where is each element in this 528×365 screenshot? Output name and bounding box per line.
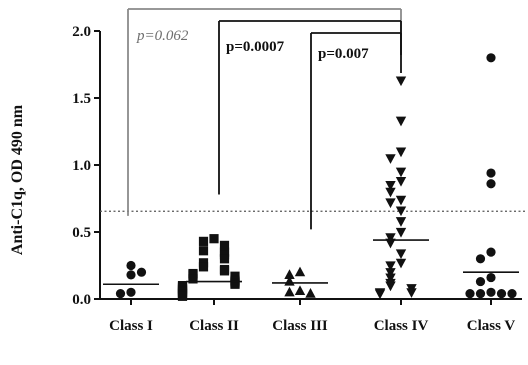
data-point bbox=[385, 238, 396, 249]
data-point bbox=[395, 206, 407, 217]
data-point bbox=[475, 254, 486, 264]
series-class-v bbox=[465, 53, 517, 299]
comparison-bracket: p=0.0007 bbox=[218, 20, 402, 195]
data-point bbox=[284, 269, 295, 279]
data-point bbox=[284, 286, 295, 297]
data-point bbox=[395, 147, 407, 158]
comparison-brackets: p=0.062 p=0.0007 p=0.007 bbox=[127, 8, 402, 230]
data-point bbox=[115, 289, 126, 299]
data-point bbox=[395, 258, 407, 269]
data-point bbox=[374, 289, 386, 300]
data-point bbox=[385, 187, 396, 198]
comparison-bracket: p=0.007 bbox=[310, 32, 402, 230]
series-class-i bbox=[115, 260, 147, 299]
data-point bbox=[385, 261, 396, 272]
data-point bbox=[395, 217, 407, 227]
data-point bbox=[219, 254, 230, 264]
category-label: Class II bbox=[189, 318, 239, 334]
axes: 0.0 0.5 1.0 1.5 2.0 bbox=[72, 24, 522, 308]
category-label: Class IV bbox=[374, 318, 429, 334]
data-point bbox=[126, 260, 136, 271]
median-lines bbox=[103, 239, 519, 286]
data-point bbox=[177, 291, 188, 301]
data-point bbox=[294, 285, 306, 296]
y-tick-label: 0.5 bbox=[72, 225, 91, 241]
data-point bbox=[486, 168, 496, 178]
data-point bbox=[385, 181, 396, 191]
data-point bbox=[294, 266, 306, 277]
data-point bbox=[385, 273, 396, 284]
data-point bbox=[198, 246, 209, 256]
data-point bbox=[219, 240, 230, 250]
data-point bbox=[486, 272, 496, 283]
data-point bbox=[475, 289, 486, 299]
data-point bbox=[385, 233, 396, 243]
data-point bbox=[395, 176, 407, 187]
p-value-label: p=0.062 bbox=[136, 28, 189, 44]
y-tick-label: 2.0 bbox=[72, 24, 91, 40]
y-tick-label: 0.0 bbox=[72, 292, 91, 308]
data-point bbox=[136, 267, 147, 277]
data-point bbox=[385, 268, 396, 278]
p-value-label: p=0.0007 bbox=[226, 39, 285, 55]
data-point bbox=[385, 281, 396, 292]
data-point bbox=[395, 249, 407, 260]
data-point bbox=[465, 289, 475, 299]
series-class-ii bbox=[177, 234, 240, 301]
data-point bbox=[198, 262, 209, 272]
comparison-bracket: p=0.062 bbox=[127, 8, 402, 216]
data-point bbox=[475, 276, 486, 287]
data-point bbox=[209, 234, 219, 244]
category-label: Class V bbox=[467, 318, 516, 334]
data-point bbox=[486, 287, 496, 297]
data-point bbox=[385, 154, 396, 164]
data-point bbox=[385, 198, 396, 209]
y-tick-label: 1.0 bbox=[72, 158, 91, 174]
data-point bbox=[486, 247, 496, 257]
data-point bbox=[219, 266, 230, 276]
data-point bbox=[126, 270, 136, 280]
data-point bbox=[486, 179, 496, 189]
y-axis-title: Anti-C1q, OD 490 nm bbox=[9, 104, 26, 255]
data-point bbox=[395, 167, 407, 178]
data-point bbox=[126, 287, 136, 297]
data-point bbox=[230, 279, 240, 289]
data-point bbox=[496, 289, 507, 299]
data-point bbox=[395, 227, 407, 238]
data-point bbox=[507, 289, 517, 299]
series-class-iii bbox=[284, 266, 316, 298]
data-point bbox=[198, 236, 209, 246]
category-labels: Class I Class II Class III Class IV Class V bbox=[109, 318, 515, 334]
category-label: Class III bbox=[272, 318, 328, 334]
data-point bbox=[406, 288, 417, 298]
p-value-label: p=0.007 bbox=[318, 46, 369, 62]
data-point bbox=[188, 274, 198, 284]
category-label: Class I bbox=[109, 318, 153, 334]
data-points bbox=[115, 53, 517, 301]
data-point bbox=[395, 76, 407, 87]
data-point bbox=[486, 53, 496, 63]
y-tick-label: 1.5 bbox=[72, 91, 91, 107]
data-point bbox=[395, 116, 407, 127]
data-point bbox=[395, 195, 407, 206]
data-point bbox=[305, 288, 316, 298]
series-class-iv bbox=[374, 76, 417, 300]
